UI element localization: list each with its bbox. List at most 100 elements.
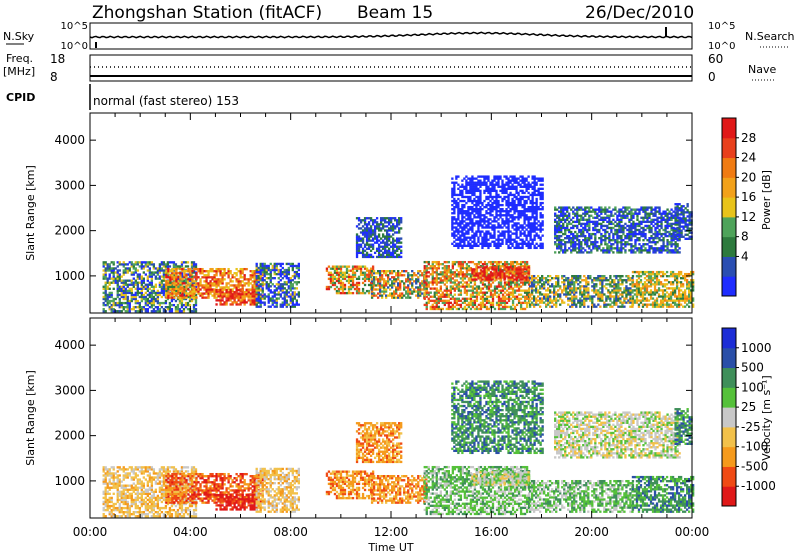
power-cell	[157, 294, 159, 296]
power-cell	[171, 261, 173, 263]
power-cell	[334, 282, 336, 284]
power-cell	[571, 297, 573, 299]
power-cell	[348, 270, 350, 272]
power-cell	[517, 218, 519, 220]
power-cell	[591, 279, 593, 281]
power-cell	[161, 290, 163, 292]
power-cell	[399, 296, 401, 298]
power-cell	[529, 243, 531, 245]
power-cell	[444, 302, 446, 304]
power-cell	[483, 222, 485, 224]
power-cell	[165, 292, 167, 294]
power-cell	[167, 270, 169, 272]
power-cell	[362, 239, 364, 241]
power-cell	[593, 289, 595, 291]
power-cell	[506, 289, 508, 291]
power-cell	[376, 237, 378, 239]
power-cell	[459, 245, 461, 247]
power-cell	[561, 289, 563, 291]
power-cell	[625, 279, 627, 281]
power-cell	[525, 196, 527, 198]
power-cell	[386, 233, 388, 235]
power-cell	[432, 261, 434, 263]
power-cell	[561, 275, 563, 277]
power-cell	[153, 304, 155, 306]
power-cell	[469, 245, 471, 247]
power-cell	[458, 283, 460, 285]
power-cell	[270, 285, 272, 287]
power-cell	[438, 273, 440, 275]
power-cell	[525, 276, 527, 278]
power-cell	[539, 194, 541, 196]
power-cell	[497, 237, 499, 239]
power-cell	[519, 184, 521, 186]
power-cell	[521, 196, 523, 198]
power-cell	[585, 299, 587, 301]
power-cell	[121, 296, 123, 298]
power-cell	[117, 280, 119, 282]
power-cell	[213, 292, 215, 294]
power-cell	[290, 265, 292, 267]
power-cell	[340, 268, 342, 270]
power-cell	[472, 292, 474, 294]
power-cell	[147, 302, 149, 304]
power-cell	[448, 265, 450, 267]
power-cell	[378, 229, 380, 231]
power-cell	[475, 206, 477, 208]
power-cell	[483, 216, 485, 218]
power-cell	[525, 180, 527, 182]
power-cell	[111, 271, 113, 273]
power-cell	[551, 285, 553, 287]
power-cell	[223, 288, 225, 290]
power-cell	[531, 188, 533, 190]
power-cell	[175, 306, 177, 308]
power-cell	[457, 212, 459, 214]
power-cell	[229, 297, 231, 299]
power-cell	[368, 233, 370, 235]
power-cell	[364, 265, 366, 267]
power-cell	[328, 265, 330, 267]
power-cell	[525, 200, 527, 202]
power-cell	[129, 306, 131, 308]
power-cell	[181, 302, 183, 304]
power-cell	[547, 287, 549, 289]
power-cell	[474, 292, 476, 294]
power-cell	[169, 276, 171, 278]
power-cell	[561, 301, 563, 303]
power-cell	[436, 298, 438, 300]
power-cell	[209, 282, 211, 284]
power-cell	[515, 182, 517, 184]
power-cell	[467, 243, 469, 245]
power-cell	[483, 268, 485, 270]
power-cell	[395, 292, 397, 294]
power-cell	[453, 230, 455, 232]
power-cell	[486, 296, 488, 298]
power-cell	[539, 247, 541, 249]
power-cell	[505, 220, 507, 222]
power-cell	[280, 295, 282, 297]
power-cell	[183, 270, 185, 272]
power-cell	[147, 275, 149, 277]
power-cell	[105, 288, 107, 290]
power-cell	[169, 282, 171, 284]
power-cell	[505, 175, 507, 177]
power-cell	[458, 281, 460, 283]
power-cell	[542, 192, 544, 194]
power-cell	[368, 290, 370, 292]
power-cell	[258, 277, 260, 279]
power-cell	[520, 304, 522, 306]
power-cell	[380, 254, 382, 256]
power-cell	[513, 208, 515, 210]
power-cell	[493, 200, 495, 202]
power-cell	[485, 196, 487, 198]
power-cell	[270, 297, 272, 299]
power-cell	[463, 186, 465, 188]
power-cell	[497, 214, 499, 216]
power-cell	[448, 279, 450, 281]
power-cell	[432, 306, 434, 308]
power-cell	[505, 204, 507, 206]
power-cell	[555, 275, 557, 277]
power-cell	[278, 285, 280, 287]
power-cell	[143, 306, 145, 308]
power-cell	[509, 220, 511, 222]
